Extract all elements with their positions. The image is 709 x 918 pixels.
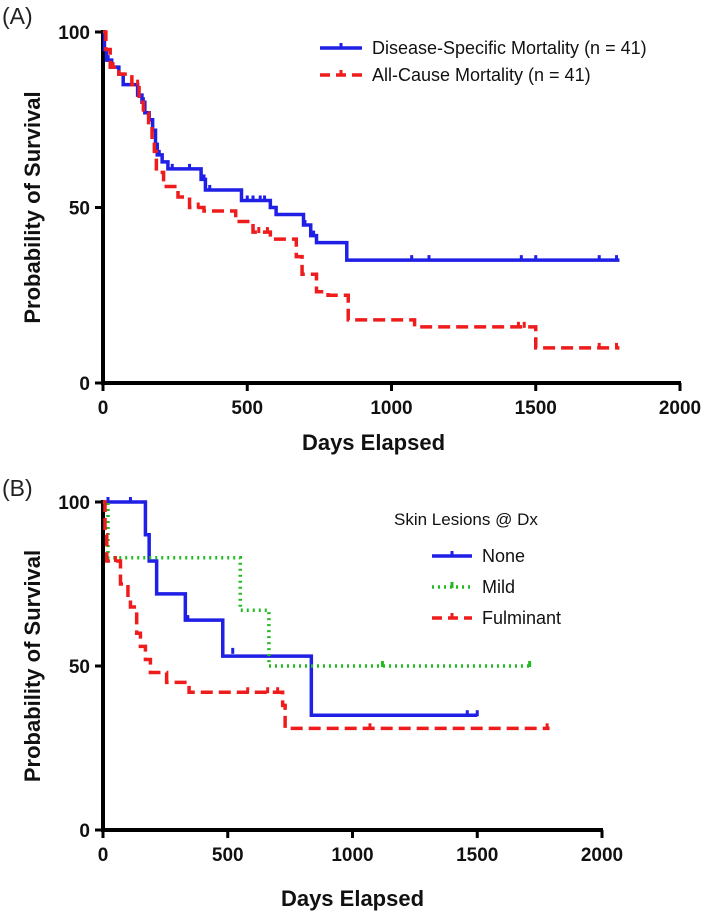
series-mild [103,500,533,668]
chart-panel-b: 0 500 1000 1500 2000 0 50 100 Days Elapsed Probab… [20,493,623,911]
series-fulminant [103,500,550,731]
survival-curve-none [103,500,478,717]
x-axis-title: Days Elapsed [302,430,445,455]
y-tick-label: 50 [69,657,90,678]
x-tick-label: 1000 [370,398,412,419]
legend: Skin Lesions @ Dx None Mild Fulminant [394,510,561,628]
legend-label: Fulminant [482,608,561,628]
x-tick-label: 2000 [581,845,623,866]
legend-label: None [482,546,525,566]
survival-curve-fulminant [103,500,550,731]
x-tick-label: 1000 [331,845,373,866]
chart-panel-a: 0 500 1000 1500 2000 0 50 100 Days Elapsed Probab… [20,23,701,455]
legend-item-all-cause-mortality-n-41: All-Cause Mortality (n = 41) [320,65,591,85]
x-tick-label: 500 [212,845,244,866]
legend-label: All-Cause Mortality (n = 41) [372,65,591,85]
legend-title: Skin Lesions @ Dx [394,510,538,529]
legend-item-mild: Mild [432,577,515,597]
x-tick-label: 500 [231,398,263,419]
y-tick-label: 100 [58,493,90,514]
y-tick-label: 100 [58,23,90,44]
legend: Disease-Specific Mortality (n = 41) All-C… [320,38,647,85]
panel-a-label: (A) [2,3,33,29]
x-tick-label: 0 [98,398,109,419]
y-axis-title: Probability of Survival [20,550,45,782]
y-tick-label: 0 [79,821,90,842]
x-tick-label: 1500 [515,398,557,419]
legend-item-none: None [432,546,525,566]
y-tick-label: 0 [79,374,90,395]
x-tick-label: 0 [98,845,109,866]
x-tick-label: 1500 [456,845,498,866]
legend-label: Mild [482,577,515,597]
legend-item-disease-specific-mortality-n-41: Disease-Specific Mortality (n = 41) [320,38,647,58]
series-all-cause-mortality-n-41 [103,30,620,350]
series-none [103,497,479,717]
survival-curve-all-cause-mortality-n-41 [103,30,620,350]
panel-b-label: (B) [2,475,33,501]
x-tick-label: 2000 [659,398,701,419]
y-axis-title: Probability of Survival [20,91,45,323]
y-tick-label: 50 [69,199,90,220]
x-axis-title: Days Elapsed [281,886,424,911]
legend-item-fulminant: Fulminant [432,608,561,628]
legend-label: Disease-Specific Mortality (n = 41) [372,38,647,58]
